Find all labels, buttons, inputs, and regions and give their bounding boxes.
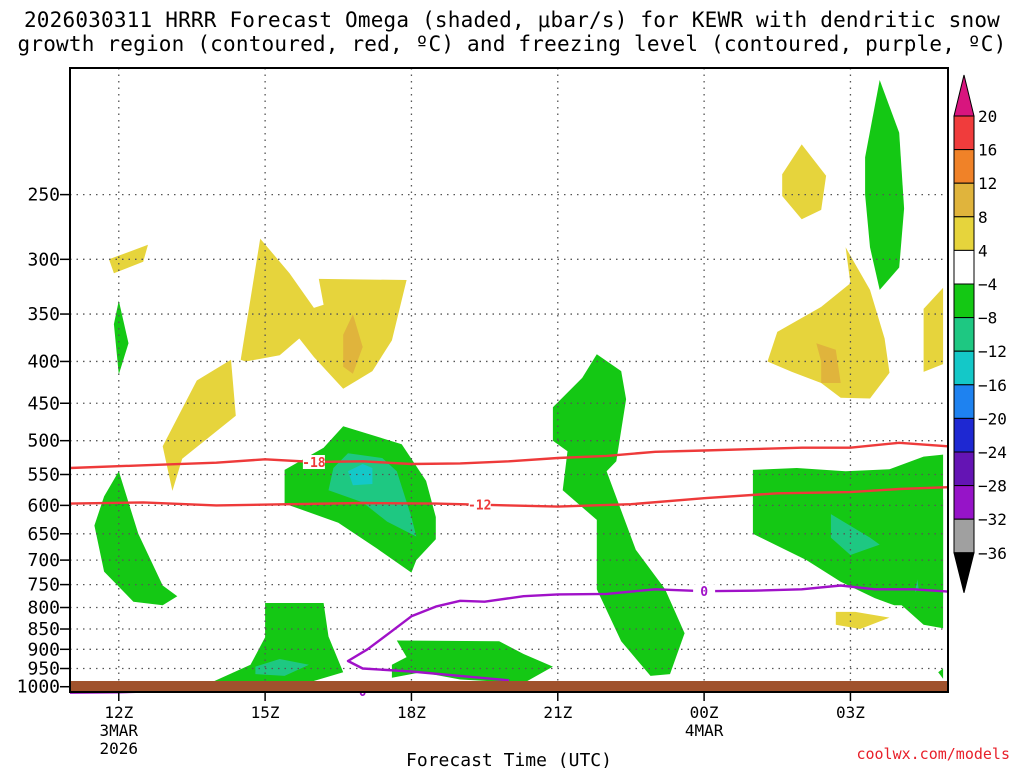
y-tick-label-650: 650 (27, 524, 60, 545)
omega-region-11 (94, 471, 178, 606)
colorbar-label-11: −24 (978, 443, 1007, 462)
omega-region-22 (899, 499, 944, 629)
colorbar-bin-2 (953, 115, 975, 151)
y-tick-label-600: 600 (27, 495, 60, 516)
dendritic-contour-label-1: -18 (302, 456, 326, 471)
y-tick-label-350: 350 (27, 304, 60, 325)
freezing-level-contour-label-bg-1 (693, 584, 716, 599)
colorbar-bin-8 (953, 317, 975, 352)
colorbar-label-12: −28 (978, 477, 1007, 496)
y-tick-label-850: 850 (27, 619, 60, 640)
omega-colorbar: 20 16 12 8 4 −4 −8 −12 −16 −20 −24 −28 −32 −36 (953, 74, 1007, 593)
omega-region-9 (835, 611, 890, 629)
colorbar-bin-12 (953, 451, 975, 487)
omega-region-5 (782, 144, 827, 220)
dendritic-contour-2 (69, 486, 949, 508)
y-tick-label-400: 400 (27, 351, 60, 372)
dendritic-contour-label-bg-1 (302, 455, 325, 470)
x-tick-label-00z: 00Z (690, 703, 719, 722)
omega-region-8 (923, 287, 944, 372)
x-tick-sublabel-date: 3MAR (100, 721, 139, 740)
chart-title-line-2: growth region (contoured, red, ºC) and f… (17, 32, 1007, 56)
colorbar-label-14: −36 (978, 544, 1007, 563)
y-tick-label-550: 550 (27, 464, 60, 485)
y-tick-label-1000: 1000 (17, 677, 60, 698)
site-credit: coolwx.com/models (856, 745, 1010, 763)
colorbar-label-1: 20 (978, 107, 997, 126)
x-tick-sublabel-year: 2026 (100, 739, 139, 758)
colorbar-label-2: 16 (978, 141, 997, 160)
dendritic-contour-label-bg-2 (468, 497, 491, 512)
omega-region-7 (816, 343, 841, 383)
omega-region-16 (255, 659, 309, 676)
colorbar-bin-10 (953, 384, 975, 419)
omega-region-15 (201, 603, 344, 689)
colorbar-label-8: −12 (978, 342, 1007, 361)
dendritic-contour-label-2: -12 (468, 499, 491, 514)
omega-region-14 (348, 464, 373, 486)
colorbar-bin-3 (953, 149, 975, 184)
freezing-level-contour-1 (346, 584, 949, 682)
omega-region-18 (552, 354, 685, 676)
colorbar-bin-6 (953, 249, 975, 285)
ground-surface-bar (70, 681, 948, 692)
x-tick-label-12z: 12Z (104, 703, 133, 722)
chart-title-line-1: 2026030311 HRRR Forecast Omega (shaded, … (23, 8, 1001, 32)
colorbar-bin-7 (953, 283, 975, 319)
omega-region-23 (865, 80, 905, 290)
x-axis-label: Forecast Time (UTC) (406, 750, 612, 768)
colorbar-bin-5 (953, 216, 975, 251)
colorbar-label-5: 4 (978, 241, 988, 260)
y-tick-label-300: 300 (27, 249, 60, 270)
y-axis: 2503003504004505005506006507007508008509… (17, 185, 70, 698)
colorbar-bin-1 (953, 74, 975, 117)
x-tick-label-21z: 21Z (543, 703, 572, 722)
freezing-level-contour-label-1: 0 (700, 585, 708, 600)
colorbar-bin-15 (953, 552, 975, 593)
y-tick-label-950: 950 (27, 659, 60, 680)
colorbar-bin-14 (953, 518, 975, 554)
colorbar-label-3: 12 (978, 174, 997, 193)
colorbar-label-9: −16 (978, 376, 1007, 395)
y-tick-label-900: 900 (27, 639, 60, 660)
colorbar-label-6: −4 (978, 275, 997, 294)
omega-region-20 (830, 514, 880, 555)
colorbar-bin-13 (953, 485, 975, 520)
x-tick-label-18z: 18Z (397, 703, 426, 722)
omega-region-24 (938, 668, 944, 679)
x-tick-label-15z: 15Z (251, 703, 280, 722)
plot-frame (69, 67, 949, 693)
colorbar-label-4: 8 (978, 208, 988, 227)
colorbar-bin-4 (953, 182, 975, 218)
colorbar-label-7: −8 (978, 309, 997, 328)
y-tick-label-500: 500 (27, 431, 60, 452)
y-tick-label-750: 750 (27, 575, 60, 596)
y-tick-label-700: 700 (27, 550, 60, 571)
omega-region-10 (113, 300, 129, 375)
y-tick-label-250: 250 (27, 185, 60, 206)
x-tick-sublabel-date: 4MAR (685, 721, 724, 740)
y-tick-label-450: 450 (27, 393, 60, 414)
colorbar-label-10: −20 (978, 409, 1007, 428)
omega-region-2 (162, 359, 236, 491)
dendritic-contour-1 (69, 441, 949, 470)
colorbar-bin-11 (953, 417, 975, 453)
omega-region-6 (767, 247, 890, 399)
omega-region-4 (343, 314, 363, 374)
y-tick-label-800: 800 (27, 598, 60, 619)
grid-lines (70, 68, 948, 688)
x-tick-label-03z: 03Z (836, 703, 865, 722)
colorbar-label-13: −32 (978, 510, 1007, 529)
colorbar-bin-9 (953, 350, 975, 386)
